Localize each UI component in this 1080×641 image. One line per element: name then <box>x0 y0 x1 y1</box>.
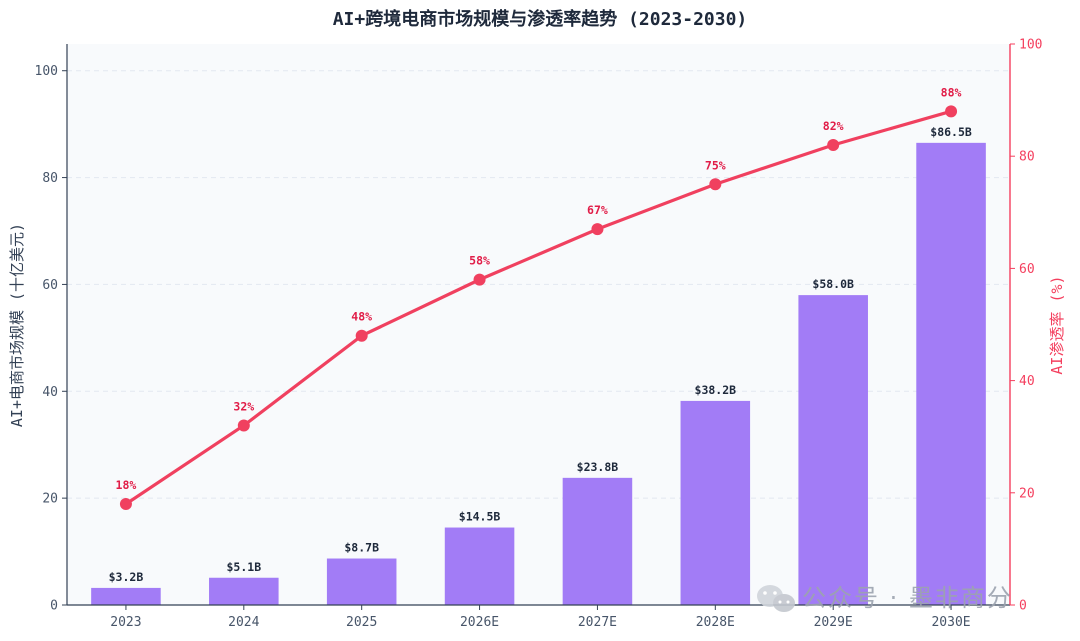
bar <box>91 587 161 605</box>
y-tick-label-left: 60 <box>42 278 58 293</box>
bar-value-label: $5.1B <box>227 560 262 574</box>
bar-value-label: $23.8B <box>577 460 619 474</box>
point-value-label: 75% <box>705 158 726 172</box>
bar-labels: $3.2B $5.1B $8.7B $14.5B $23.8B $38.2B $58.0B $… <box>109 125 972 584</box>
line-point <box>827 138 840 151</box>
x-tick-label: 2026E <box>460 615 499 630</box>
point-labels: 18% 32% 48% 58% 67% 75% 82% 88% <box>116 85 962 492</box>
line-point <box>119 498 132 511</box>
point-value-label: 18% <box>116 478 137 492</box>
bar <box>562 477 633 605</box>
line-series <box>119 105 958 511</box>
bar-value-label: $3.2B <box>109 570 144 584</box>
y-tick-label-right: 60 <box>1019 262 1035 277</box>
point-value-label: 88% <box>941 85 962 99</box>
bar <box>798 295 868 605</box>
y-tick-label-left: 80 <box>42 171 58 186</box>
watermark: 公众号 · 墨非商分 <box>757 584 1013 612</box>
watermark-text: 公众号 · 墨非商分 <box>802 584 1013 612</box>
bar-value-label: $38.2B <box>695 383 737 397</box>
bar-series <box>91 142 986 606</box>
y-axis-label-left: AI+电商市场规模 (十亿美元) <box>8 223 26 427</box>
x-tick-label: 2029E <box>814 615 853 630</box>
line-point <box>709 178 722 191</box>
plot-area <box>67 44 1010 605</box>
penetration-line <box>125 109 952 506</box>
y-axis-label-right: AI渗透率 (%) <box>1048 275 1066 374</box>
line-point <box>473 273 486 286</box>
chart-title: AI+跨境电商市场规模与渗透率趋势 (2023-2030) <box>333 8 748 30</box>
bar <box>916 142 986 606</box>
point-value-label: 32% <box>233 399 254 413</box>
bar <box>444 527 515 605</box>
y-tick-label-left: 100 <box>35 64 58 79</box>
axes <box>66 44 1011 606</box>
bar-value-label: $58.0B <box>812 277 854 291</box>
line-point <box>355 329 368 342</box>
y-tick-label-left: 20 <box>42 492 58 507</box>
x-axis-ticks: 2023 2024 2025 2026E 2027E 2028E 2029E 2030E <box>110 605 971 630</box>
x-tick-label: 2028E <box>696 615 735 630</box>
line-point <box>237 419 250 432</box>
point-value-label: 48% <box>351 310 372 324</box>
x-tick-label: 2027E <box>578 615 617 630</box>
line-point <box>591 223 604 236</box>
x-tick-label: 2024 <box>228 615 259 630</box>
x-tick-label: 2025 <box>346 615 377 630</box>
bar-value-label: $86.5B <box>930 125 972 139</box>
y-tick-label-right: 0 <box>1019 599 1027 614</box>
point-value-label: 58% <box>469 254 490 268</box>
y-tick-label-right: 80 <box>1019 150 1035 165</box>
y-tick-label-left: 40 <box>42 385 58 400</box>
bar-value-label: $8.7B <box>344 541 379 555</box>
x-tick-label: 2030E <box>931 615 970 630</box>
y-tick-label-right: 20 <box>1019 486 1035 501</box>
bar <box>209 577 279 605</box>
x-tick-label: 2023 <box>110 615 141 630</box>
bar <box>326 558 397 605</box>
right-axis-ticks: 0 20 40 60 80 100 <box>1010 38 1042 614</box>
line-point <box>945 105 958 118</box>
y-tick-label-right: 40 <box>1019 374 1035 389</box>
y-tick-label-right: 100 <box>1019 38 1042 53</box>
wechat-icon <box>757 585 795 612</box>
point-value-label: 82% <box>823 119 844 133</box>
y-tick-label-left: 0 <box>50 599 58 614</box>
left-axis-ticks: 0 20 40 60 80 100 <box>35 64 67 614</box>
point-value-label: 67% <box>587 203 608 217</box>
bar <box>680 400 751 605</box>
bar-value-label: $14.5B <box>459 510 501 524</box>
